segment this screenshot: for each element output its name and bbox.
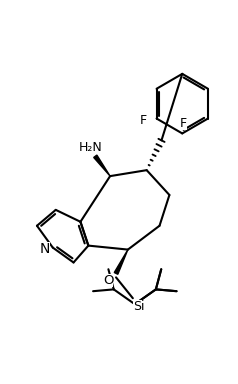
Text: O: O — [103, 274, 113, 287]
Text: F: F — [140, 114, 147, 127]
Text: H₂N: H₂N — [79, 141, 102, 154]
Text: Si: Si — [133, 300, 144, 313]
Polygon shape — [94, 155, 110, 176]
Text: Si: Si — [133, 300, 144, 313]
Polygon shape — [114, 250, 128, 274]
Text: F: F — [180, 117, 187, 130]
Text: N: N — [40, 242, 50, 256]
